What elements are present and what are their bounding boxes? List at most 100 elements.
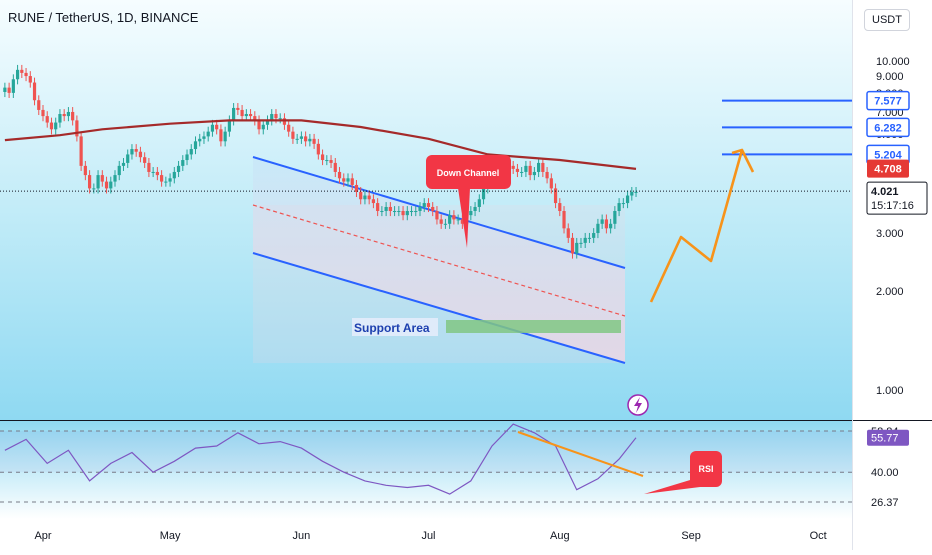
- candle-body: [549, 178, 553, 189]
- candle-body: [583, 237, 587, 243]
- price-tick-label: 3.000: [876, 228, 904, 240]
- candle-body: [126, 154, 130, 163]
- candle-body: [558, 203, 562, 212]
- candle-body: [253, 116, 257, 121]
- candle-body: [409, 211, 414, 213]
- candle-body: [579, 242, 583, 244]
- x-tick-label: Jun: [293, 530, 311, 542]
- candle-body: [164, 181, 168, 183]
- candle-body: [308, 138, 312, 142]
- candle-body: [337, 171, 342, 179]
- moving-average-line: [4, 119, 637, 170]
- candle-body: [257, 120, 261, 130]
- candle-body: [359, 191, 363, 200]
- candle-body: [524, 165, 528, 172]
- candle-body: [401, 211, 405, 216]
- last-price-value: 4.021: [871, 186, 899, 198]
- candle-body: [291, 131, 295, 139]
- x-tick-label: Jul: [421, 530, 435, 542]
- candle-body: [439, 219, 443, 224]
- candle-body: [236, 107, 240, 110]
- candle-body: [562, 211, 566, 229]
- candle-body: [75, 120, 79, 137]
- candle-body: [181, 160, 185, 166]
- candle-body: [244, 114, 248, 117]
- candle-body: [206, 131, 210, 137]
- candle-body: [189, 149, 193, 155]
- candle-body: [3, 87, 7, 92]
- candle-body: [431, 206, 435, 212]
- candle-body: [346, 178, 350, 182]
- candle-body: [604, 219, 608, 229]
- candle-body: [350, 178, 354, 185]
- x-tick-label: May: [160, 530, 181, 542]
- candle-body: [143, 157, 147, 163]
- candle-body: [460, 219, 464, 224]
- candle-body: [87, 175, 92, 189]
- price-tick-label: 9.000: [876, 71, 904, 83]
- candle-body: [160, 175, 164, 182]
- price-level-tag: [866, 117, 910, 138]
- candle-body: [121, 162, 126, 166]
- price-level-tag: [866, 90, 910, 111]
- candle-body: [422, 203, 426, 207]
- candle-body: [32, 82, 37, 101]
- candle-body: [325, 160, 329, 162]
- candle-body: [528, 165, 532, 176]
- candle-body: [37, 100, 41, 110]
- candle-body: [45, 116, 49, 123]
- candle-body: [367, 195, 371, 200]
- rsi-callout-label: RSI: [698, 464, 713, 474]
- candle-body: [600, 219, 604, 224]
- rsi-callout: [690, 451, 722, 487]
- candle-body: [176, 165, 181, 172]
- candle-body: [49, 122, 54, 130]
- candle-body: [151, 171, 155, 173]
- candle-body: [193, 141, 198, 150]
- candle-body: [376, 203, 380, 212]
- candle-body: [155, 171, 159, 176]
- last-price-tag: [866, 181, 928, 215]
- candle-body: [621, 203, 625, 205]
- candle-body: [62, 114, 66, 117]
- candle-body: [443, 223, 448, 225]
- channel-lower-line: [252, 252, 626, 364]
- candle-body: [333, 162, 337, 172]
- candle-body: [210, 124, 215, 132]
- candle-body: [435, 211, 439, 220]
- candle-body: [66, 111, 71, 117]
- candle-body: [320, 154, 325, 161]
- candle-body: [202, 136, 206, 139]
- candle-body: [41, 109, 45, 117]
- rsi-divergence-line: [517, 431, 644, 477]
- candle-body: [634, 191, 638, 193]
- candle-body: [240, 109, 244, 117]
- currency-selector[interactable]: USDT: [864, 9, 910, 31]
- candle-body: [295, 138, 299, 140]
- candle-body: [130, 149, 134, 155]
- down-channel-label: Down Channel: [437, 168, 500, 178]
- chart-title: RUNE / TetherUS, 1D, BINANCE: [8, 10, 199, 25]
- support-area-label-bg: [352, 318, 438, 336]
- x-tick-label: Oct: [810, 530, 827, 542]
- candle-body: [312, 138, 316, 144]
- candle-body: [287, 124, 291, 132]
- candle-body: [452, 215, 456, 220]
- candle-body: [388, 206, 392, 212]
- candle-body: [532, 171, 536, 176]
- price-tick-label: 2.000: [876, 286, 904, 298]
- candle-body: [304, 136, 308, 142]
- down-channel-pointer: [458, 188, 470, 248]
- candle-countdown: 15:17:16: [871, 200, 914, 212]
- candle-body: [414, 211, 418, 213]
- candle-body: [71, 111, 75, 121]
- rsi-line: [4, 423, 637, 495]
- candle-body: [617, 203, 621, 212]
- candle-body: [20, 69, 24, 73]
- candle-body: [473, 206, 477, 212]
- candle-body: [477, 199, 481, 207]
- channel-upper-line: [252, 156, 626, 269]
- x-tick-label: Sep: [681, 530, 701, 542]
